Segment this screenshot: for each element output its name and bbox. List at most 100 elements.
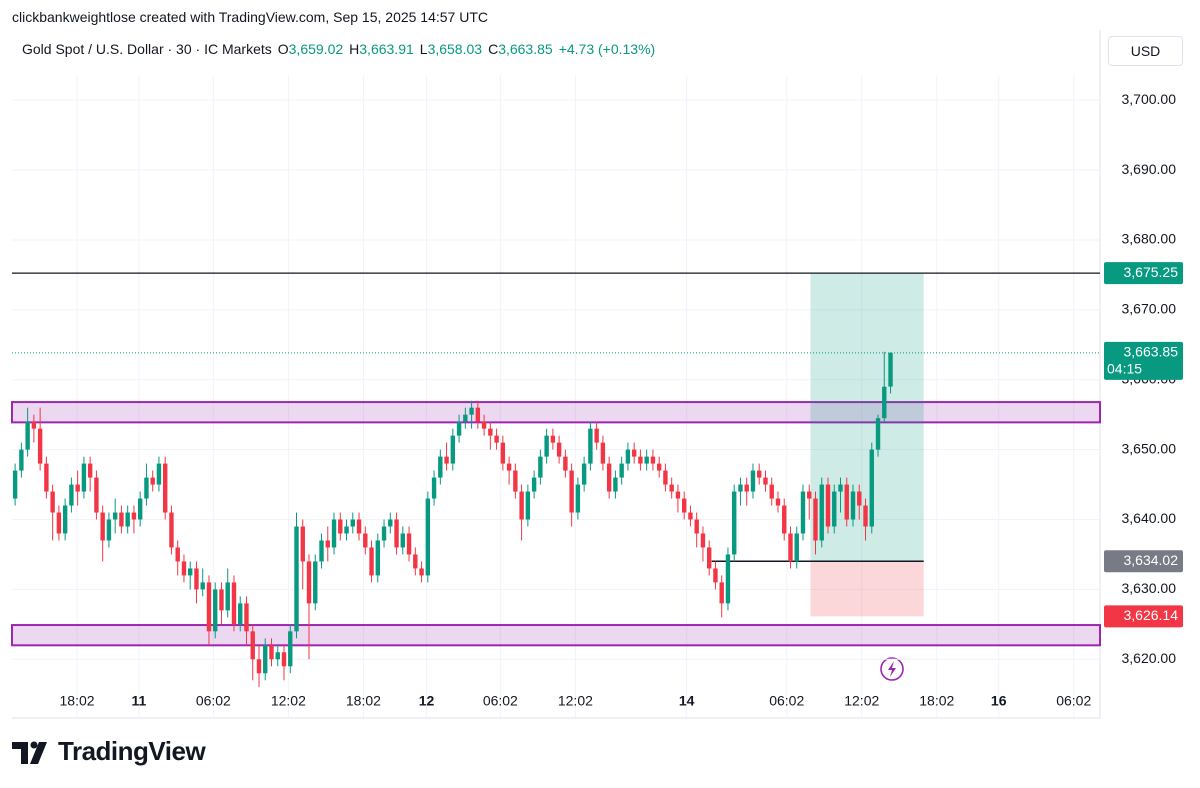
- ohlc-value: 3,663.85: [498, 41, 553, 57]
- symbol-legend: Gold Spot / U.S. Dollar · 30 · IC Market…: [22, 41, 655, 57]
- alert-icon[interactable]: [880, 657, 904, 681]
- ohlc-key: L: [419, 41, 428, 57]
- y-tick-label: 3,670.00: [1122, 301, 1177, 317]
- ohlc-value: 3,663.91: [359, 41, 414, 57]
- candle-body: [606, 463, 612, 492]
- y-tick-label: 3,620.00: [1122, 650, 1177, 666]
- price-change: +4.73 (+0.13%): [558, 41, 656, 57]
- candle-body: [250, 631, 255, 660]
- candle-body: [325, 540, 330, 548]
- candle-body: [231, 582, 237, 625]
- ohlc-values: O3,659.02 H3,663.91 L3,658.03 C3,663.85: [278, 41, 553, 57]
- candle-body: [62, 505, 68, 534]
- x-tick-label: 06:02: [769, 693, 804, 709]
- candle-body: [825, 484, 831, 527]
- tradingview-logo-icon: [12, 741, 47, 764]
- candle-body: [663, 470, 668, 485]
- candle-body: [544, 435, 549, 457]
- candle-body: [556, 442, 562, 457]
- candle-body: [744, 484, 749, 492]
- x-tick-label: 12:02: [558, 693, 593, 709]
- candle-body: [194, 568, 199, 590]
- candle-body: [882, 386, 887, 419]
- candle-body: [788, 533, 793, 562]
- x-tick-label: 12: [419, 693, 435, 709]
- candle-body: [413, 554, 418, 569]
- candle-body: [463, 414, 468, 422]
- candle-body: [857, 491, 862, 506]
- candle-body: [381, 526, 387, 541]
- candle-body: [12, 470, 18, 499]
- candle-body: [725, 554, 731, 604]
- candle-body: [112, 512, 118, 520]
- candle-body: [438, 456, 443, 478]
- candle-body: [613, 477, 618, 492]
- symbol-name: Gold Spot / U.S. Dollar · 30 · IC Market…: [22, 41, 272, 57]
- candle-body: [331, 519, 337, 548]
- candle-body: [813, 498, 818, 541]
- candle-body: [757, 470, 762, 478]
- candle-body: [844, 484, 849, 520]
- candle-body: [275, 652, 280, 660]
- y-tick-label: 3,690.00: [1122, 161, 1177, 177]
- candle-body: [863, 505, 868, 527]
- candle-body: [713, 568, 718, 583]
- candle-body: [37, 428, 43, 464]
- candle-body: [225, 582, 230, 611]
- candle-body: [338, 519, 343, 534]
- x-tick-label: 14: [679, 693, 695, 709]
- ohlc-key: C: [488, 41, 499, 57]
- attribution: clickbankweightlose created with Trading…: [12, 9, 489, 25]
- candle-body: [732, 491, 737, 555]
- candle-body: [306, 561, 312, 604]
- candle-body: [25, 421, 30, 450]
- candle-body: [719, 582, 724, 604]
- candle-body: [213, 589, 218, 632]
- candle-body: [425, 498, 431, 576]
- candle-body: [538, 456, 543, 478]
- entry-label-box: [1104, 550, 1183, 573]
- candle-body: [500, 442, 506, 464]
- candle-body: [631, 449, 637, 457]
- candle-body: [219, 589, 224, 611]
- candle-body: [875, 418, 881, 450]
- y-tick-label: 3,650.00: [1122, 440, 1177, 456]
- candle-body: [162, 463, 168, 513]
- x-tick-label: 06:02: [483, 693, 518, 709]
- candle-body: [375, 540, 380, 576]
- ohlc-key: H: [349, 41, 360, 57]
- x-tick-label: 18:02: [60, 693, 95, 709]
- candle-body: [69, 484, 74, 506]
- candle-body: [782, 505, 787, 534]
- candle-body: [81, 463, 87, 492]
- candle-body: [675, 491, 681, 499]
- candle-body: [513, 470, 518, 492]
- currency-button[interactable]: USD: [1108, 36, 1183, 66]
- candle-body: [469, 407, 474, 415]
- x-tick-label: 18:02: [346, 693, 381, 709]
- candle-body: [506, 463, 512, 471]
- candle-body: [200, 582, 205, 590]
- candle-body: [19, 449, 24, 471]
- candle-body: [650, 456, 656, 464]
- candle-body: [488, 428, 493, 436]
- candle-body: [563, 456, 568, 471]
- candle-body: [169, 512, 174, 548]
- candle-body: [313, 561, 318, 604]
- candle-body: [144, 477, 149, 499]
- candle-body: [150, 477, 155, 485]
- candle-body: [106, 519, 112, 541]
- x-tick-label: 12:02: [844, 693, 879, 709]
- candle-body: [406, 533, 412, 555]
- candle-body: [694, 519, 699, 534]
- candle-body: [281, 652, 287, 667]
- y-tick-label: 3,680.00: [1122, 231, 1177, 247]
- y-tick-label: 3,700.00: [1122, 91, 1177, 107]
- x-tick-label: 11: [132, 693, 147, 709]
- candle-body: [525, 491, 531, 520]
- zone: [11, 624, 1101, 647]
- candle-body: [669, 484, 674, 492]
- candle-body: [769, 484, 774, 499]
- candle-body: [44, 463, 49, 492]
